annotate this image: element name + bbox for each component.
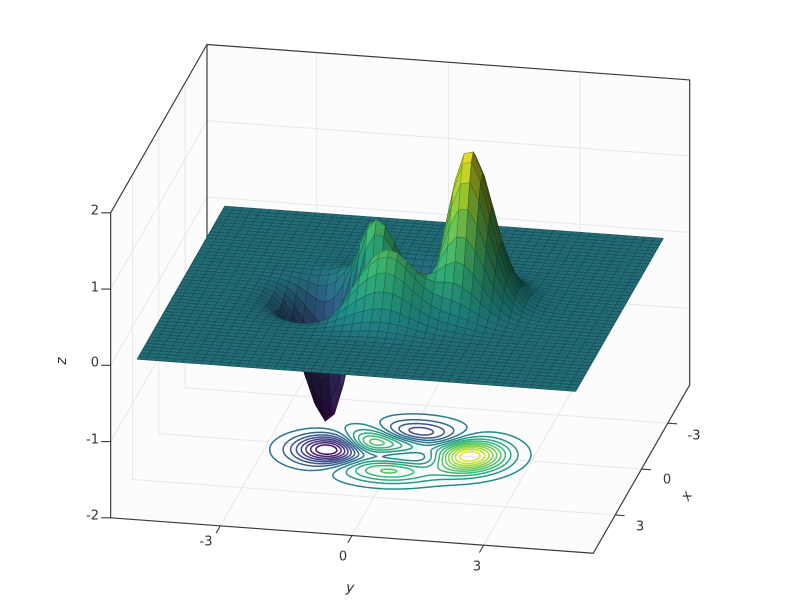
z-tick-label: 0 [90, 355, 99, 371]
x-tick-label: 3 [635, 519, 645, 535]
z-tick-label: -1 [86, 432, 99, 448]
x-tick-label: -3 [687, 428, 701, 444]
z-axis-label: z [54, 357, 70, 365]
z-tick-label: 2 [90, 203, 99, 219]
z-tick-label: 1 [90, 280, 99, 296]
z-tick-label: -2 [86, 508, 99, 524]
x-tick-label: 0 [662, 472, 672, 488]
y-tick-label: 0 [338, 549, 348, 565]
y-tick-label: -3 [199, 534, 213, 550]
y-tick-label: 3 [472, 559, 482, 575]
y-axis-label: y [345, 579, 355, 597]
